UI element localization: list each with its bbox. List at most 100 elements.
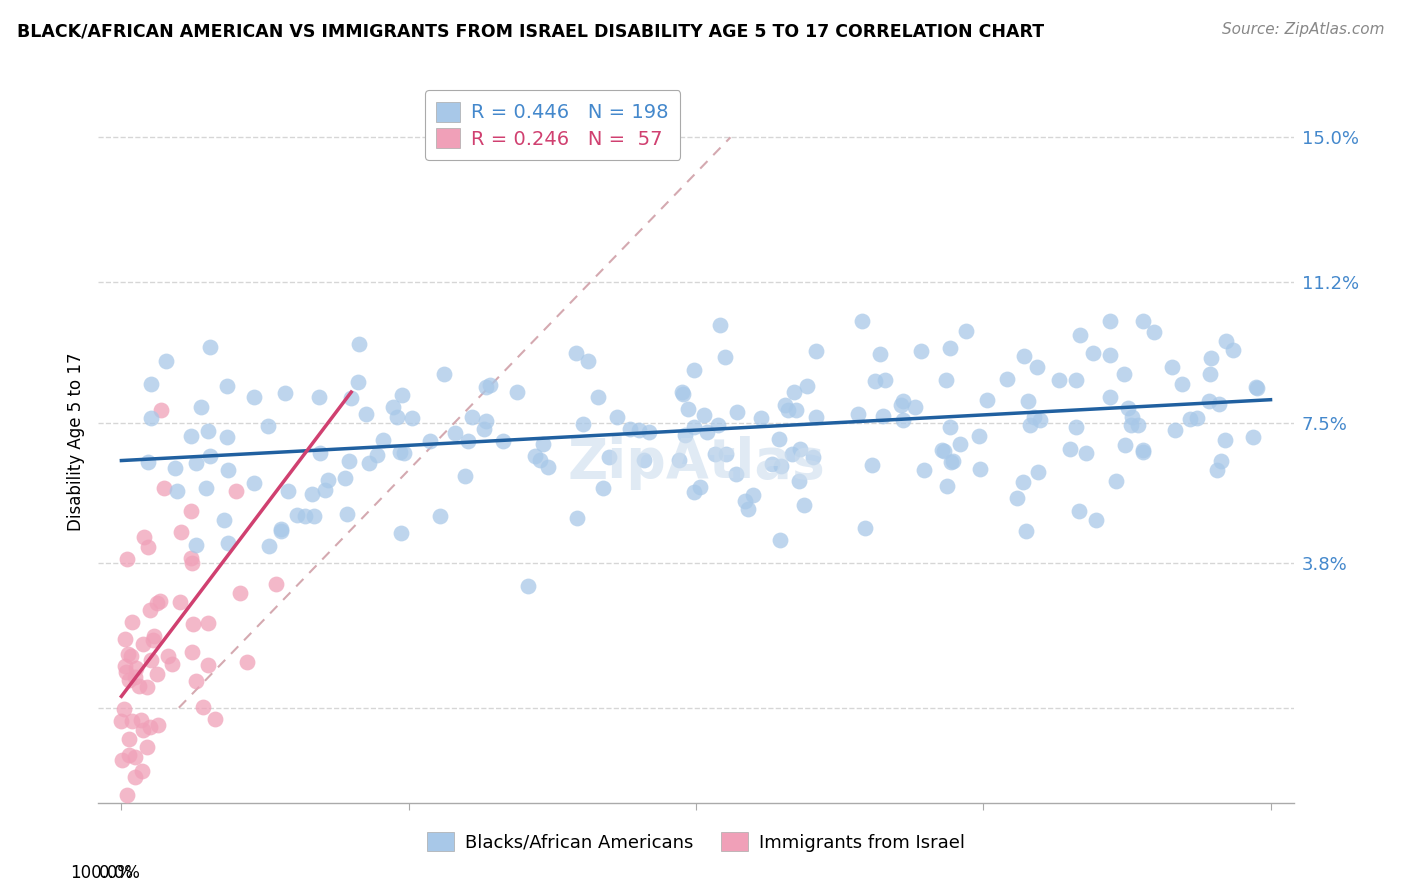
Point (132, 723, 155, 737)
Point (146, 596, 169, 610)
Point (1022, 410, 1045, 425)
Point (1215, 433, 1237, 447)
Point (1222, 343, 1244, 357)
Point (1011, 475, 1033, 489)
Point (225, 483, 247, 498)
Point (270, 522, 292, 536)
Point (180, 504, 202, 518)
Point (780, 447, 803, 461)
Point (285, 508, 308, 522)
Point (308, 390, 330, 404)
Point (976, 392, 998, 407)
Point (131, 714, 153, 728)
Point (132, 637, 155, 651)
Point (768, 432, 790, 446)
Point (110, 753, 132, 767)
Point (294, 508, 316, 523)
Point (1076, 446, 1098, 460)
Point (135, 740, 157, 755)
Point (1187, 411, 1209, 425)
Point (346, 375, 368, 389)
Point (1206, 463, 1229, 477)
Point (181, 617, 204, 632)
Point (846, 407, 869, 421)
Point (1015, 524, 1038, 538)
Point (891, 394, 914, 409)
Point (1178, 411, 1201, 425)
Point (737, 502, 759, 516)
Point (118, 673, 141, 687)
Point (724, 467, 747, 482)
Point (114, 658, 136, 673)
Point (565, 511, 588, 525)
Point (1121, 410, 1143, 425)
Point (531, 437, 554, 451)
Point (668, 453, 690, 467)
Point (115, 789, 138, 803)
Point (457, 434, 479, 448)
Point (401, 411, 423, 425)
Point (969, 462, 991, 476)
Text: ZipAtlas: ZipAtlas (567, 436, 825, 491)
Point (592, 482, 614, 496)
Point (194, 481, 217, 495)
Point (873, 373, 896, 387)
Point (181, 556, 204, 570)
Point (236, 655, 259, 669)
Point (576, 354, 599, 368)
Point (606, 410, 628, 425)
Point (270, 524, 292, 538)
Point (117, 647, 139, 661)
Point (166, 484, 188, 499)
Point (274, 386, 297, 401)
Point (804, 409, 827, 424)
Point (872, 409, 894, 424)
Point (851, 314, 873, 328)
Point (314, 483, 336, 498)
Point (142, 632, 165, 647)
Point (935, 373, 957, 387)
Point (454, 468, 477, 483)
Point (776, 402, 799, 417)
Point (139, 377, 162, 392)
Point (1059, 442, 1081, 457)
Point (1098, 314, 1121, 328)
Point (939, 455, 962, 469)
Point (115, 551, 138, 566)
Point (121, 714, 143, 728)
Point (460, 410, 482, 425)
Point (1017, 394, 1039, 409)
Point (149, 594, 172, 608)
Point (242, 475, 264, 490)
Point (190, 400, 212, 414)
Point (785, 403, 807, 417)
Point (197, 424, 219, 438)
Point (215, 379, 238, 393)
Point (373, 434, 395, 448)
Point (1047, 373, 1070, 387)
Text: 0.0%: 0.0% (98, 864, 141, 882)
Point (124, 749, 146, 764)
Point (891, 412, 914, 426)
Point (309, 445, 332, 459)
Point (749, 411, 772, 425)
Point (769, 533, 792, 547)
Point (212, 513, 235, 527)
Point (1215, 334, 1237, 348)
Point (863, 374, 886, 388)
Point (734, 494, 756, 508)
Text: Source: ZipAtlas.com: Source: ZipAtlas.com (1222, 22, 1385, 37)
Point (1128, 417, 1150, 432)
Point (565, 345, 588, 359)
Point (1244, 379, 1267, 393)
Point (193, 700, 215, 714)
Point (257, 539, 280, 553)
Point (1201, 351, 1223, 366)
Point (672, 387, 695, 401)
Point (146, 717, 169, 731)
Point (136, 540, 159, 554)
Point (770, 458, 793, 473)
Point (143, 629, 166, 643)
Point (153, 481, 176, 495)
Point (339, 391, 361, 405)
